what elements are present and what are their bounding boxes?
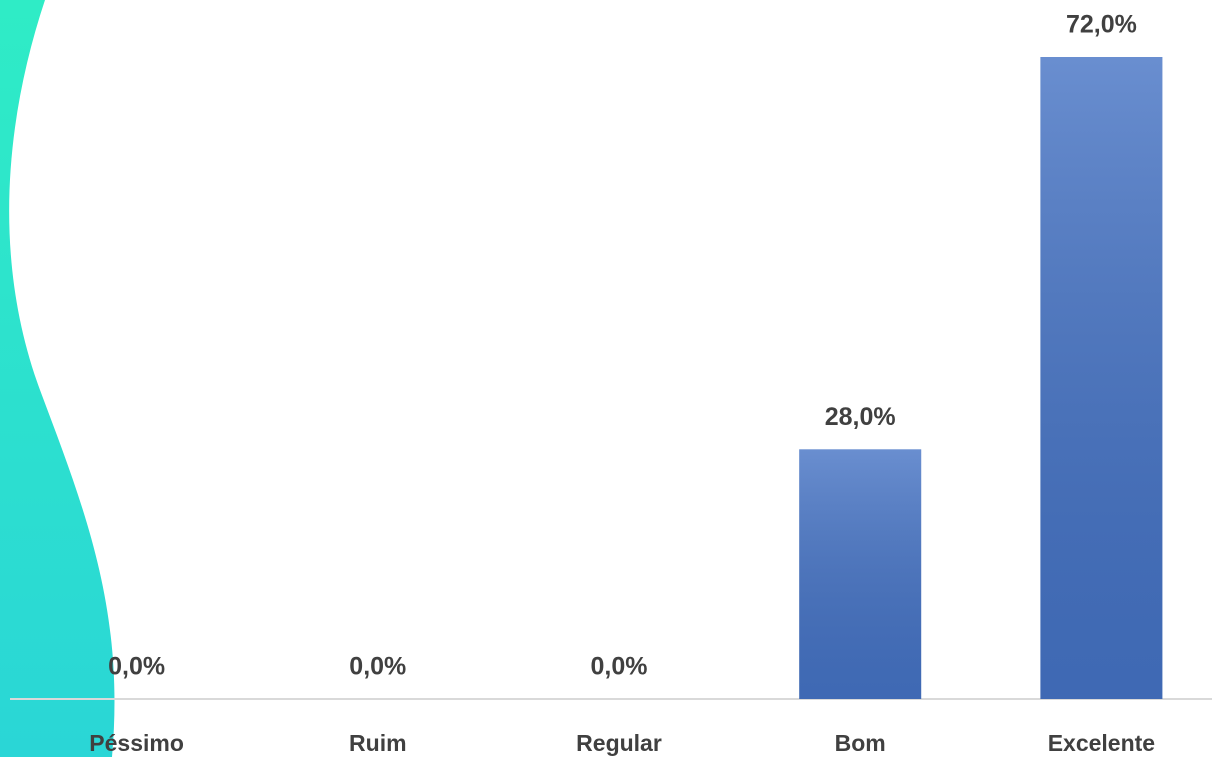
value-label: 0,0% xyxy=(591,653,648,681)
x-tick-label: Excelente xyxy=(1048,730,1155,756)
value-label: 28,0% xyxy=(825,403,896,431)
x-tick-label: Bom xyxy=(835,730,886,756)
x-tick-label: Ruim xyxy=(349,730,407,756)
bar-shade xyxy=(799,449,922,699)
x-tick-label: Regular xyxy=(576,730,662,756)
x-tick-label: Péssimo xyxy=(89,730,184,756)
decorative-wave xyxy=(0,0,115,757)
value-label: 0,0% xyxy=(349,653,406,681)
bar-shade xyxy=(1040,57,1163,699)
value-label: 0,0% xyxy=(108,653,165,681)
value-label: 72,0% xyxy=(1066,11,1137,39)
